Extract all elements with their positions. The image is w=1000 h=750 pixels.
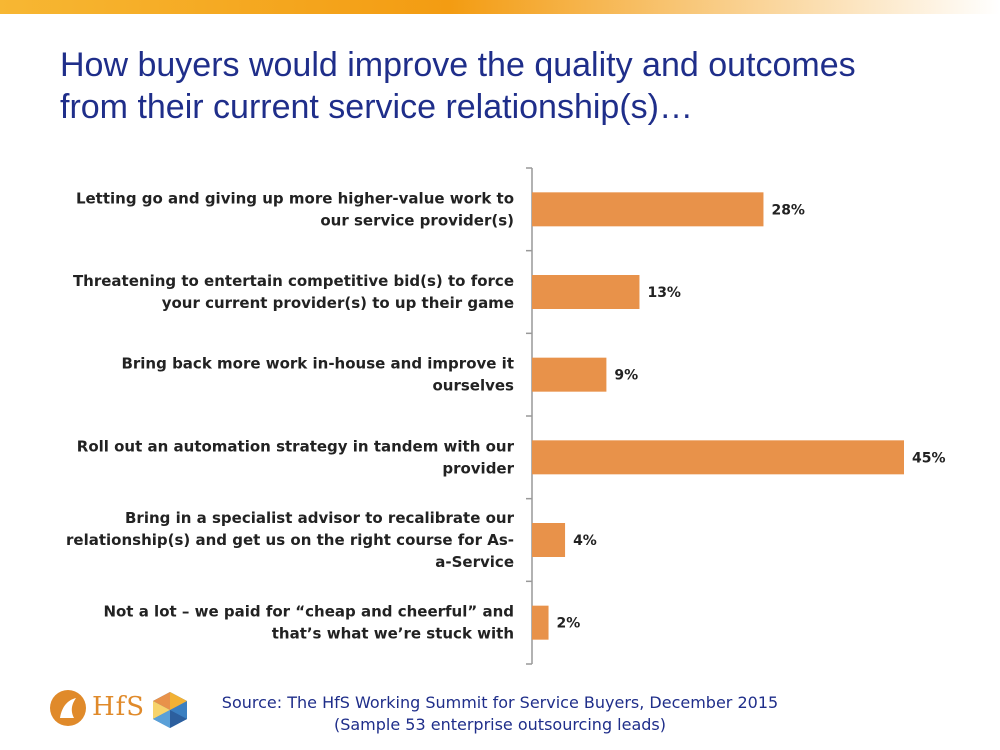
bar: [532, 275, 640, 309]
source-note: Source: The HfS Working Summit for Servi…: [200, 692, 800, 736]
slide-title-line-2: from their current service relationship(…: [60, 88, 693, 126]
category-label: Threatening to entertain competitive bid…: [73, 272, 514, 290]
data-label: 13%: [647, 285, 681, 301]
bar: [532, 357, 607, 392]
star-badge-icon: [153, 692, 187, 728]
category-label: Bring in a specialist advisor to recalib…: [125, 509, 515, 527]
category-label: your current provider(s) to up their gam…: [162, 294, 514, 312]
category-label: provider: [442, 459, 514, 477]
category-label: Letting go and giving up more higher-val…: [76, 189, 514, 207]
bar: [532, 192, 764, 227]
category-label: ourselves: [432, 377, 514, 395]
bar: [532, 440, 904, 475]
category-label: relationship(s) and get us on the right …: [66, 531, 514, 549]
hfs-logo-text: HfS: [92, 692, 146, 722]
bar-chart: 28% Letting go and giving up more higher-…: [66, 167, 946, 665]
slide-title: How buyers would improve the quality and…: [60, 44, 960, 128]
category-label: a-Service: [435, 553, 514, 571]
data-label: 9%: [614, 368, 638, 384]
bar: [532, 605, 549, 640]
data-label: 28%: [771, 202, 805, 218]
category-label: Not a lot – we paid for “cheap and cheer…: [103, 603, 514, 621]
category-label: Roll out an automation strategy in tande…: [77, 437, 515, 455]
data-label: 45%: [912, 450, 946, 466]
hfs-logo-icon: [50, 690, 86, 726]
source-line-2: (Sample 53 enterprise outsourcing leads): [333, 715, 667, 734]
category-label: our service provider(s): [320, 211, 514, 229]
category-label: that’s what we’re stuck with: [272, 625, 514, 643]
category-label: Bring back more work in-house and improv…: [121, 355, 514, 373]
slide-title-line-1: How buyers would improve the quality and…: [60, 46, 856, 84]
data-label: 2%: [557, 616, 581, 632]
source-line-1: Source: The HfS Working Summit for Servi…: [221, 693, 779, 712]
bar: [532, 523, 566, 557]
top-accent-band: [0, 0, 1000, 14]
data-label: 4%: [573, 533, 597, 549]
